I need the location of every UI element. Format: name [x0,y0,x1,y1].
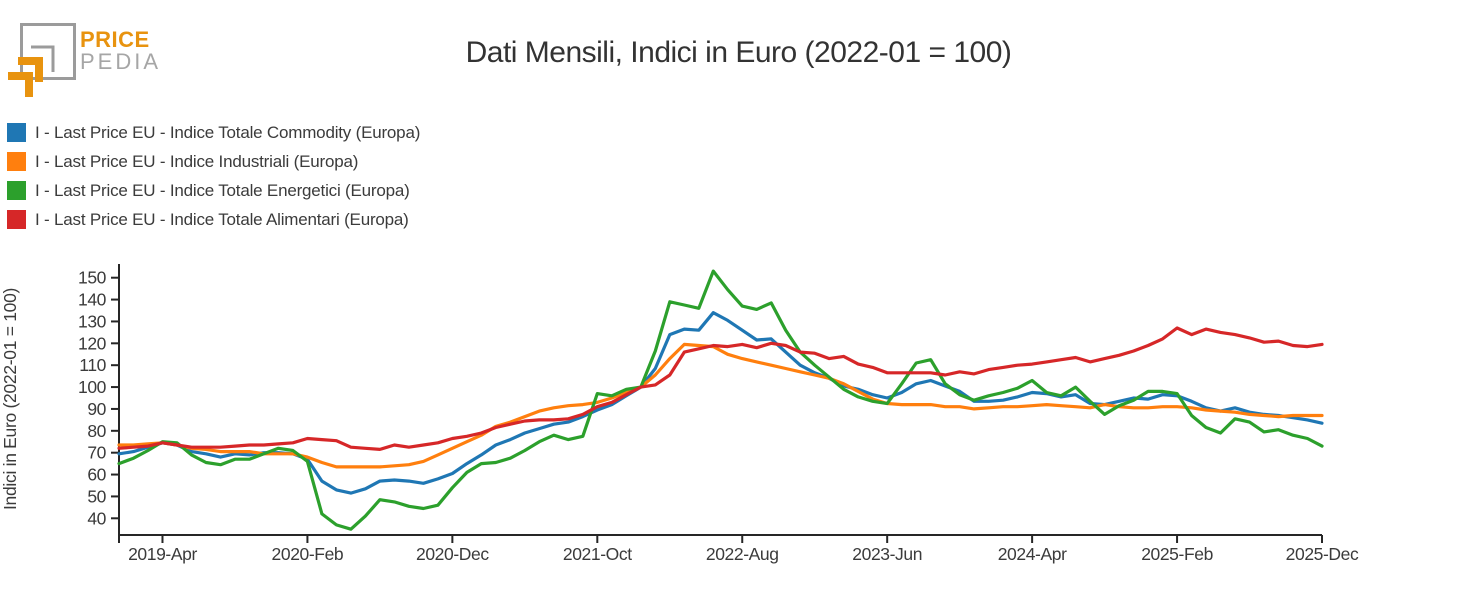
y-tick-label: 60 [87,465,106,485]
chart-title: Dati Mensili, Indici in Euro (2022-01 = … [465,36,1012,69]
y-tick-label: 90 [87,399,106,419]
legend-swatch-icon [7,181,26,200]
x-tick-label: 2021-Oct [563,544,632,564]
y-tick-label: 80 [87,421,106,441]
y-tick-label: 130 [78,311,107,331]
series-line-2 [117,269,1324,531]
y-axis-title: Indici in Euro (2022-01 = 100) [0,288,20,510]
logo-text-price: PRICE [80,27,150,52]
y-tick-label: 120 [78,333,107,353]
chart-legend: I - Last Price EU - Indice Totale Commod… [7,123,420,239]
x-tick-label: 2020-Dec [416,544,489,564]
legend-swatch-icon [7,210,26,229]
legend-label: I - Last Price EU - Indice Totale Alimen… [35,209,409,229]
legend-item-1: I - Last Price EU - Indice Industriali (… [7,152,420,171]
legend-swatch-icon [7,152,26,171]
y-tick-label: 100 [78,377,107,397]
pricepedia-logo-icon [8,23,76,97]
y-tick-label: 40 [87,508,106,528]
series-line-1 [117,342,1324,469]
x-tick-label: 2020-Feb [272,544,344,564]
x-tick-label: 2023-Jun [852,544,922,564]
series-line-3 [117,326,1324,451]
legend-swatch-icon [7,123,26,142]
legend-item-3: I - Last Price EU - Indice Totale Alimen… [7,210,420,229]
y-tick-label: 70 [87,443,106,463]
legend-label: I - Last Price EU - Indice Industriali (… [35,151,359,171]
legend-item-2: I - Last Price EU - Indice Totale Energe… [7,181,420,200]
logo-text-pedia: PEDIA [80,49,162,74]
y-tick-label: 140 [78,290,107,310]
x-tick-label: 2019-Apr [128,544,197,564]
y-tick-label: 150 [78,268,107,288]
x-tick-label: 2024-Apr [998,544,1067,564]
y-tick-label: 50 [87,486,106,506]
x-tick-label: 2022-Aug [706,544,779,564]
pricepedia-logo: PRICE PEDIA [0,0,190,110]
legend-label: I - Last Price EU - Indice Totale Commod… [35,122,421,142]
x-tick-label: 2025-Feb [1141,544,1213,564]
x-tick-label: 2025-Dec [1286,544,1359,564]
legend-item-0: I - Last Price EU - Indice Totale Commod… [7,123,420,142]
y-tick-label: 110 [79,355,106,375]
series-line-0 [117,311,1324,495]
legend-label: I - Last Price EU - Indice Totale Energe… [35,180,410,200]
